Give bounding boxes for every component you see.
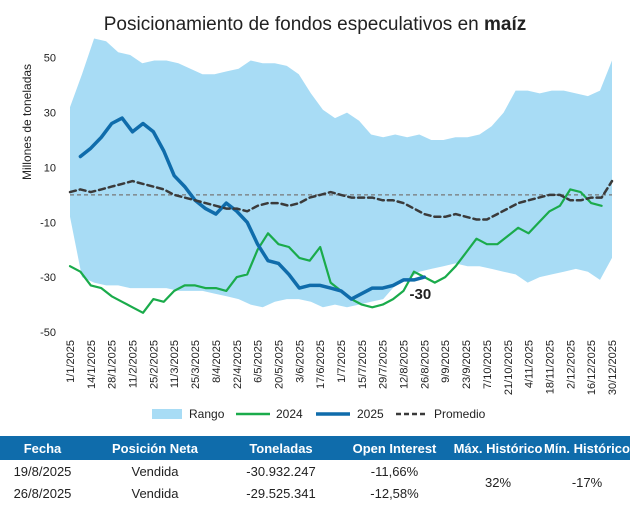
cell-open-interest: -11,66% <box>370 463 419 479</box>
x-tick-label: 2/12/2025 <box>565 340 577 389</box>
legend-2024-label: 2024 <box>276 407 303 421</box>
y-tick-label: 50 <box>44 53 56 65</box>
legend-promedio: Promedio <box>396 407 486 421</box>
cell-toneladas: -30.932.247 <box>246 463 316 479</box>
legend: Rango 2024 2025 Promedio <box>152 407 486 421</box>
chart-title-bold: maíz <box>484 14 526 35</box>
summary-table: Fecha Posición Neta Toneladas Open Inter… <box>0 436 630 505</box>
cell-max-historico: 32% <box>484 475 512 490</box>
series-line-2025 <box>78 116 427 301</box>
legend-2025-label: 2025 <box>357 407 384 421</box>
cell-toneladas: -29.525.341 <box>246 485 316 501</box>
x-tick-label: 8/4/2025 <box>211 340 223 383</box>
cell-min-historico: -17% <box>571 475 603 490</box>
x-tick-label: 3/6/2025 <box>294 340 306 383</box>
table-row: 26/8/2025 Vendida -29.525.341 -12,58% <box>0 482 630 504</box>
legend-rango-swatch <box>152 409 182 419</box>
x-tick-label: 30/12/2025 <box>607 340 619 395</box>
table-row: 19/8/2025 Vendida -30.932.247 -11,66% <box>0 460 630 482</box>
cell-fecha: 26/8/2025 <box>13 485 72 501</box>
header-toneladas: Toneladas <box>249 440 313 456</box>
header-posicion-neta: Posición Neta <box>112 440 198 456</box>
x-tick-label: 22/4/2025 <box>232 340 244 389</box>
x-tick-label: 7/10/2025 <box>482 340 494 389</box>
chart-title-main: Posicionamiento de fondos especulativos … <box>104 14 484 35</box>
y-axis-ticks: 50 30 10 -10 -30 -50 <box>40 53 56 339</box>
chart: Posicionamiento de fondos especulativos … <box>20 14 619 421</box>
x-tick-label: 25/3/2025 <box>190 340 202 389</box>
y-tick-label: -50 <box>40 327 56 339</box>
y-tick-label: 30 <box>44 108 56 120</box>
y-axis-label: Millones de toneladas <box>20 64 34 180</box>
x-tick-label: 23/9/2025 <box>461 340 473 389</box>
x-tick-label: 18/11/2025 <box>544 340 556 394</box>
x-tick-label: 6/5/2025 <box>253 340 265 383</box>
series-line-promedio <box>68 179 614 221</box>
x-tick-label: 26/8/2025 <box>419 340 431 389</box>
cell-posicion: Vendida <box>131 463 179 479</box>
x-tick-label: 1/1/2025 <box>65 340 77 383</box>
table-body: 19/8/2025 Vendida -30.932.247 -11,66% 26… <box>0 460 630 505</box>
x-tick-label: 20/5/2025 <box>273 340 285 389</box>
x-tick-label: 16/12/2025 <box>586 340 598 395</box>
x-tick-label: 12/8/2025 <box>399 340 411 389</box>
header-max-historico: Máx. Histórico <box>453 440 543 456</box>
legend-2024: 2024 <box>236 407 303 421</box>
chart-title: Posicionamiento de fondos especulativos … <box>104 14 527 35</box>
table-header: Fecha Posición Neta Toneladas Open Inter… <box>0 436 630 460</box>
x-tick-label: 17/6/2025 <box>315 340 327 389</box>
cell-open-interest: -12,58% <box>370 485 419 501</box>
x-tick-label: 11/3/2025 <box>169 340 181 388</box>
cell-posicion: Vendida <box>131 485 179 501</box>
x-tick-label: 21/10/2025 <box>503 340 515 395</box>
x-axis-ticks: 1/1/2025 14/1/2025 28/1/2025 11/2/2025 25/2/… <box>65 340 619 395</box>
header-open-interest: Open Interest <box>352 440 437 456</box>
plot-area: -30 <box>68 38 614 314</box>
series-line-2024 <box>68 188 603 314</box>
cell-fecha: 19/8/2025 <box>13 463 72 479</box>
annotation-last-value: -30 <box>410 286 432 303</box>
header-min-historico: Mín. Histórico <box>544 440 630 456</box>
x-tick-label: 9/9/2025 <box>440 340 452 383</box>
x-tick-label: 25/2/2025 <box>148 340 160 389</box>
legend-rango: Rango <box>152 407 225 421</box>
x-tick-label: 28/1/2025 <box>107 340 119 389</box>
x-tick-label: 29/7/2025 <box>378 340 390 389</box>
x-tick-label: 15/7/2025 <box>357 340 369 389</box>
x-tick-label: 4/11/2025 <box>524 340 536 388</box>
band-rango <box>70 38 612 308</box>
x-tick-label: 11/2/2025 <box>128 340 140 388</box>
legend-promedio-label: Promedio <box>434 407 486 421</box>
legend-2025: 2025 <box>316 407 384 421</box>
x-tick-label: 14/1/2025 <box>86 340 98 389</box>
y-tick-label: 10 <box>44 162 56 174</box>
header-fecha: Fecha <box>23 440 62 456</box>
y-tick-label: -30 <box>40 272 56 284</box>
x-tick-label: 1/7/2025 <box>336 340 348 383</box>
y-tick-label: -10 <box>40 217 56 229</box>
legend-rango-label: Rango <box>189 407 225 421</box>
